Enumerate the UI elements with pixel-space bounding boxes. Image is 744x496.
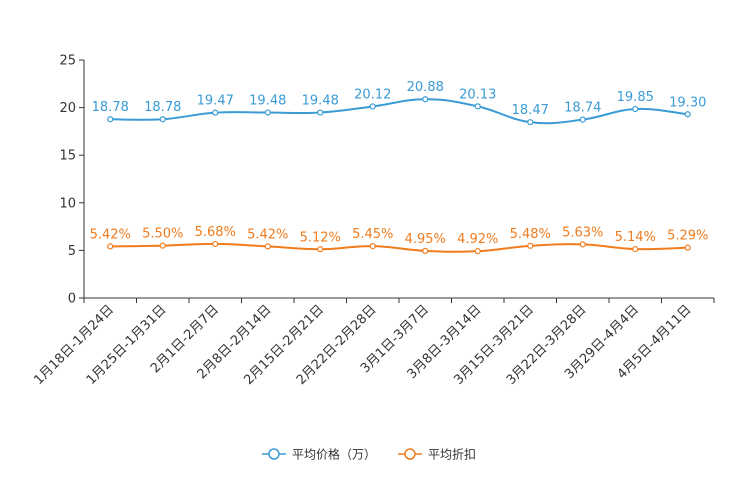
data-point[interactable] xyxy=(317,109,324,116)
data-label: 18.74 xyxy=(564,101,601,116)
data-point[interactable] xyxy=(579,116,586,123)
data-point[interactable] xyxy=(107,243,114,250)
data-label: 19.85 xyxy=(617,90,654,105)
data-point[interactable] xyxy=(264,243,271,250)
data-label: 4.92% xyxy=(457,232,498,247)
data-label: 19.48 xyxy=(249,94,286,109)
series-line-1 xyxy=(110,98,688,125)
y-tick-label: 20 xyxy=(59,101,76,116)
data-point[interactable] xyxy=(579,241,586,248)
data-label: 19.30 xyxy=(669,95,706,110)
y-tick-label: 25 xyxy=(59,54,76,69)
data-point[interactable] xyxy=(107,116,114,123)
data-point[interactable] xyxy=(474,248,481,255)
data-label: 18.78 xyxy=(92,100,129,115)
data-label: 5.45% xyxy=(352,227,393,242)
data-label: 20.13 xyxy=(459,87,496,102)
data-point[interactable] xyxy=(422,247,429,254)
data-label: 5.63% xyxy=(562,225,603,240)
legend-label[interactable]: 平均折扣 xyxy=(428,447,476,462)
data-label: 5.12% xyxy=(300,230,341,245)
data-label: 5.50% xyxy=(142,227,183,242)
data-point[interactable] xyxy=(684,111,691,118)
data-point[interactable] xyxy=(159,116,166,123)
data-point[interactable] xyxy=(632,105,639,113)
data-point[interactable] xyxy=(264,109,271,116)
data-point[interactable] xyxy=(212,109,219,116)
data-label: 18.78 xyxy=(144,100,181,115)
data-label: 19.48 xyxy=(302,94,339,109)
data-point[interactable] xyxy=(684,244,691,251)
data-point[interactable] xyxy=(317,246,324,253)
data-label: 19.47 xyxy=(197,94,234,109)
y-tick-label: 15 xyxy=(59,149,76,164)
legend-marker-circle[interactable] xyxy=(268,448,280,460)
data-point[interactable] xyxy=(527,242,534,249)
data-label: 18.47 xyxy=(512,103,549,118)
legend-marker-circle[interactable] xyxy=(404,448,416,460)
data-point[interactable] xyxy=(159,242,166,249)
data-point[interactable] xyxy=(212,240,219,248)
data-label: 20.12 xyxy=(354,87,391,102)
data-point[interactable] xyxy=(422,96,429,103)
series-line-2 xyxy=(110,242,688,253)
data-point[interactable] xyxy=(527,119,534,126)
y-tick-label: 0 xyxy=(68,292,76,307)
y-tick-label: 10 xyxy=(59,196,76,211)
data-label: 5.42% xyxy=(90,227,131,242)
data-label: 5.29% xyxy=(667,229,708,244)
data-label: 20.88 xyxy=(407,80,444,95)
data-point[interactable] xyxy=(369,243,376,250)
data-label: 4.95% xyxy=(405,232,446,247)
data-point[interactable] xyxy=(474,103,481,110)
data-label: 5.14% xyxy=(615,230,656,245)
data-label: 5.48% xyxy=(510,227,551,242)
data-point[interactable] xyxy=(369,103,376,110)
y-tick-label: 5 xyxy=(68,244,76,259)
data-label: 5.68% xyxy=(195,225,236,240)
data-point[interactable] xyxy=(632,245,639,253)
legend-label[interactable]: 平均价格（万） xyxy=(292,447,376,462)
data-label: 5.42% xyxy=(247,227,288,242)
